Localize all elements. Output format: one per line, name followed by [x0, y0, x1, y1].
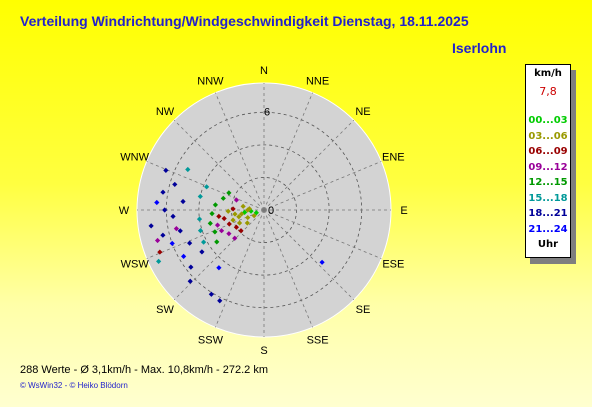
direction-label: NNW	[197, 76, 224, 88]
direction-label: SW	[156, 304, 174, 316]
data-point	[172, 181, 178, 188]
data-point	[226, 231, 232, 237]
data-point	[187, 240, 193, 246]
direction-label: W	[119, 205, 130, 217]
data-point	[212, 202, 219, 208]
speed-ring	[198, 144, 330, 276]
legend-item: 00...03	[528, 115, 568, 126]
direction-label: NW	[156, 106, 175, 118]
data-point	[226, 190, 232, 196]
chart-title: Verteilung Windrichtung/Windgeschwindigk…	[20, 13, 469, 29]
legend-item: 21...24	[528, 223, 568, 235]
data-point	[157, 249, 163, 255]
data-point	[220, 195, 226, 201]
ring-label: 6	[264, 106, 270, 118]
data-point	[233, 224, 239, 230]
data-point	[154, 237, 161, 244]
data-point	[162, 207, 168, 213]
center-label: 0	[268, 205, 274, 217]
direction-label: E	[400, 205, 407, 217]
data-point	[197, 193, 203, 200]
data-point	[216, 213, 222, 219]
location-label: Iserlohn	[452, 40, 507, 56]
legend-max-value: 7,8	[539, 85, 557, 98]
data-point	[216, 265, 222, 271]
direction-label: N	[260, 65, 268, 77]
data-point	[238, 211, 245, 217]
data-point	[173, 226, 180, 232]
data-point	[240, 203, 246, 209]
data-point	[245, 214, 251, 221]
data-point	[232, 235, 238, 241]
data-point	[185, 166, 191, 173]
data-point	[148, 223, 154, 229]
data-point	[232, 211, 238, 217]
legend-item: 15...18	[528, 192, 568, 204]
data-point	[236, 214, 242, 220]
direction-label: WNW	[120, 151, 149, 163]
data-point	[199, 249, 205, 255]
direction-label: SE	[356, 304, 371, 316]
direction-label: SSW	[198, 334, 224, 346]
legend-unit: Uhr	[537, 239, 559, 250]
data-point	[233, 197, 240, 203]
data-point	[212, 229, 218, 235]
legend-item: 18...21	[528, 208, 568, 219]
data-point	[204, 184, 210, 190]
data-point	[181, 253, 187, 260]
direction-label: ENE	[382, 151, 405, 163]
data-point	[187, 278, 193, 284]
data-point	[244, 220, 250, 226]
data-point	[160, 189, 166, 195]
data-point	[188, 264, 194, 270]
data-point	[214, 222, 221, 228]
data-point	[236, 220, 243, 226]
legend-item: 03...06	[528, 130, 568, 142]
data-point	[230, 217, 236, 223]
data-point	[214, 239, 220, 245]
data-point	[218, 228, 225, 234]
data-point	[209, 211, 215, 217]
summary-stats: 288 Werte - Ø 3,1km/h - Max. 10,8km/h - …	[20, 364, 268, 376]
data-point	[177, 228, 183, 234]
data-point	[160, 232, 166, 238]
data-point	[319, 259, 325, 265]
data-point	[154, 199, 160, 206]
data-point	[251, 213, 257, 219]
data-point	[246, 206, 253, 212]
data-point	[169, 240, 175, 247]
speed-legend: km/h 7,8 00...03 03...06 06...09 09...12 12.…	[525, 64, 571, 258]
direction-label: S	[260, 345, 267, 357]
data-point	[163, 167, 169, 173]
direction-label: NE	[355, 106, 370, 118]
data-point	[221, 215, 227, 222]
legend-item: 12...15	[528, 177, 568, 188]
data-point	[197, 228, 204, 234]
direction-label: NNE	[306, 76, 329, 88]
data-point	[238, 228, 244, 234]
direction-label: WSW	[121, 259, 150, 271]
data-point	[217, 298, 223, 304]
data-point	[196, 216, 203, 222]
legend-title: km/h	[534, 68, 562, 79]
data-point	[230, 206, 236, 212]
data-point	[207, 220, 213, 226]
credits: © WsWin32 - © Heiko Blödorn	[20, 381, 128, 390]
data-point	[226, 221, 232, 227]
data-point	[180, 198, 186, 205]
data-point	[156, 258, 162, 264]
legend-item: 09...12	[528, 161, 568, 173]
legend-item: 06...09	[528, 146, 568, 157]
direction-label: ESE	[382, 259, 404, 271]
data-point	[201, 239, 207, 245]
data-point	[170, 213, 176, 219]
data-point	[225, 208, 231, 214]
direction-label: SSE	[307, 334, 329, 346]
data-point	[208, 291, 214, 297]
